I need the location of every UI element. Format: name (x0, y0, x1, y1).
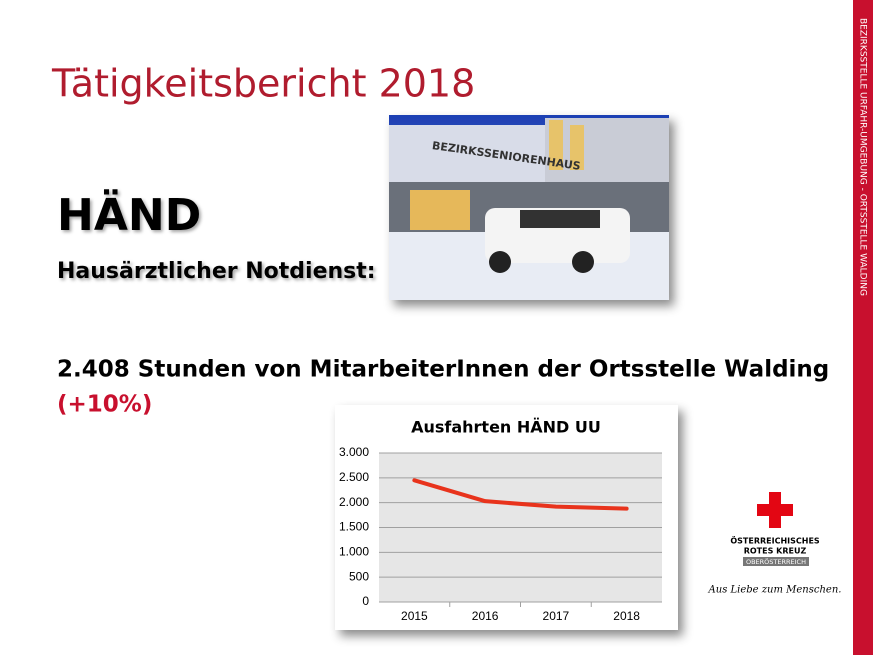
y-tick-label: 0 (362, 594, 369, 608)
sidebar-text: BEZIRKSSTELLE URFAHR-UMGEBUNG - ORTSSTEL… (858, 18, 868, 296)
logo-line2: ROTES KREUZ (744, 547, 807, 556)
photo: BEZIRKSSENIORENHAUS (389, 115, 669, 300)
y-tick-label: 500 (349, 569, 369, 583)
x-tick-label: 2016 (472, 609, 499, 623)
title: Tätigkeitsbericht 2018 (51, 62, 475, 106)
y-tick-label: 2.000 (339, 495, 369, 509)
y-tick-label: 1.500 (339, 520, 369, 534)
x-tick-label: 2018 (613, 609, 640, 623)
line-series (412, 478, 629, 511)
x-tick-label: 2017 (543, 609, 570, 623)
logo-slogan: Aus Liebe zum Menschen. (708, 585, 842, 596)
y-tick-label: 3.000 (339, 445, 369, 459)
logo-line3: OBERÖSTERREICH (746, 557, 806, 566)
logo: ÖSTERREICHISCHES ROTES KREUZ OBERÖSTERRE… (708, 492, 842, 596)
x-tick-label: 2015 (401, 609, 428, 623)
subheading: Hausärztlicher Notdienst: (57, 259, 376, 284)
chart-title: Ausfahrten HÄND UU (411, 418, 601, 437)
logo-line1: ÖSTERREICHISCHES (730, 536, 820, 546)
body-text: 2.408 Stunden von MitarbeiterInnen der O… (57, 357, 829, 383)
sidebar (853, 0, 873, 655)
heading: HÄND (57, 188, 201, 241)
change-text: (+10%) (57, 392, 152, 418)
y-tick-label: 2.500 (339, 470, 369, 484)
y-tick-label: 1.000 (339, 545, 369, 559)
